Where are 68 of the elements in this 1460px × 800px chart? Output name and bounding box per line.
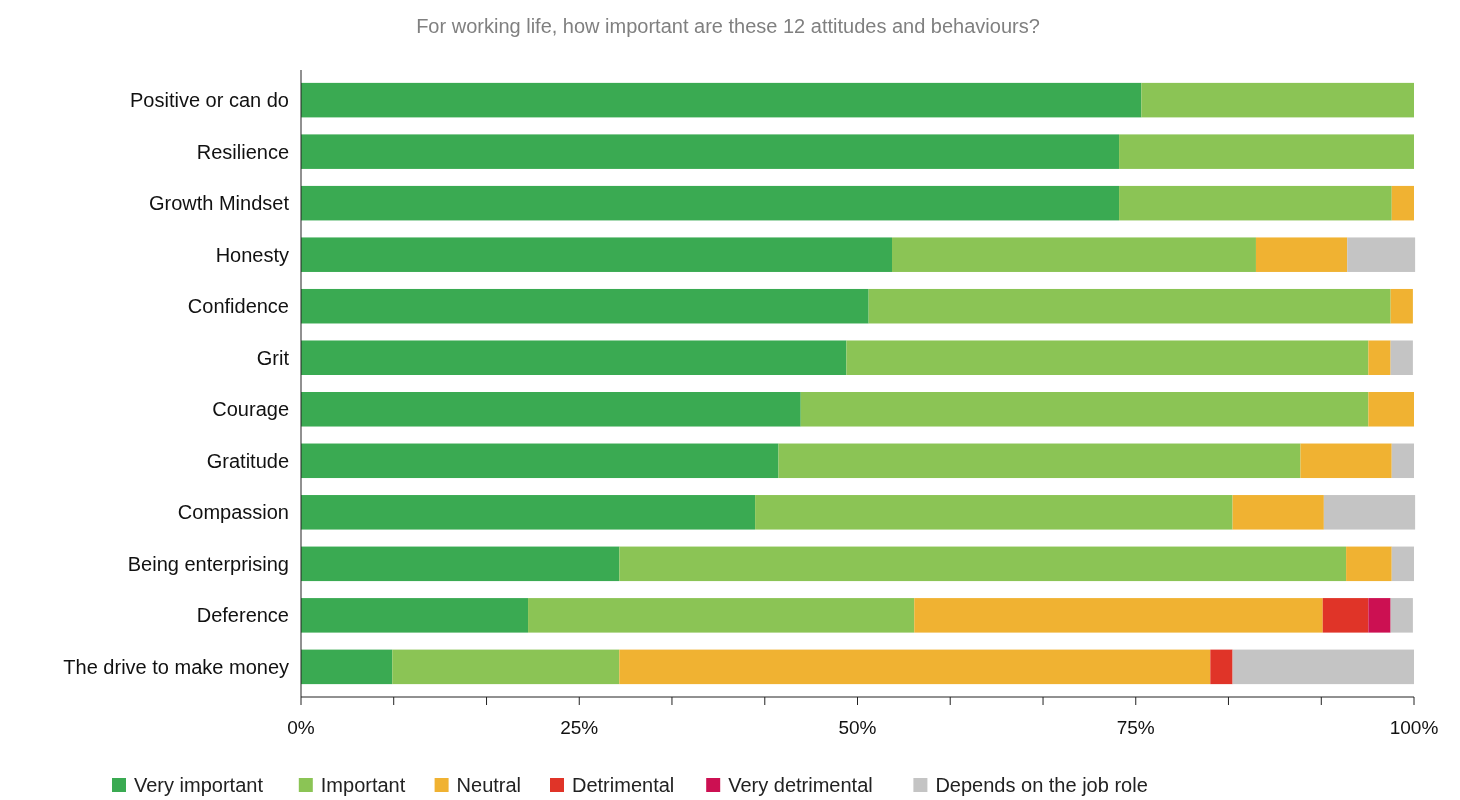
- bar: [755, 495, 1233, 530]
- bar: [1346, 546, 1392, 582]
- bar: [1210, 649, 1233, 685]
- y-tick-label: Deference: [196, 604, 289, 627]
- y-tick-label: Gratitude: [206, 449, 289, 472]
- bar: [301, 495, 756, 530]
- x-tick-label: 50%: [838, 716, 877, 738]
- bar: [1232, 649, 1414, 685]
- bar: [392, 649, 620, 685]
- bar: [800, 392, 1369, 427]
- bar: [301, 546, 620, 582]
- bar: [1391, 443, 1414, 479]
- legend-label: Depends on the job role: [935, 774, 1148, 796]
- bar: [301, 598, 529, 633]
- y-tick-label: Compassion: [177, 501, 289, 524]
- bar: [528, 598, 915, 633]
- bar: [301, 185, 1120, 221]
- bar: [301, 82, 1142, 118]
- chart-title: For working life, how important are these 12 attitudes and behaviours?: [416, 15, 1040, 37]
- x-tick-label: 75%: [1116, 716, 1155, 738]
- bar: [1322, 598, 1369, 633]
- y-tick-label: Being enterprising: [127, 552, 289, 575]
- bar: [1323, 495, 1416, 530]
- x-tick-label: 0%: [287, 716, 315, 738]
- bar: [1390, 288, 1413, 324]
- bar: [1255, 237, 1348, 272]
- bar: [301, 443, 779, 479]
- bar: [1368, 392, 1414, 427]
- y-tick-label: Grit: [256, 346, 290, 369]
- bar: [301, 392, 801, 427]
- bar: [1300, 443, 1392, 479]
- x-tick-label: 25%: [560, 716, 599, 738]
- y-tick-label: Courage: [212, 398, 289, 421]
- legend-label: Detrimental: [572, 774, 675, 796]
- bar: [301, 134, 1120, 169]
- y-tick-label: Confidence: [187, 295, 289, 318]
- legend-label: Neutral: [456, 774, 522, 796]
- bar: [1390, 340, 1413, 375]
- bar: [1232, 495, 1324, 530]
- y-tick-label: Resilience: [196, 140, 289, 163]
- y-tick-label: Honesty: [215, 243, 289, 266]
- bar: [1390, 598, 1413, 633]
- bar: [619, 649, 1211, 685]
- x-tick-label: 100%: [1389, 716, 1439, 738]
- bar: [778, 443, 1301, 479]
- bar: [892, 237, 1256, 272]
- bar: [914, 598, 1323, 633]
- y-tick-label: Growth Mindset: [148, 192, 290, 215]
- y-tick-label: Positive or can do: [130, 89, 289, 112]
- bar: [868, 288, 1391, 324]
- bar: [619, 546, 1347, 582]
- bar: [1119, 134, 1415, 169]
- legend-label: Very important: [134, 774, 264, 796]
- bar: [301, 340, 847, 375]
- bar: [846, 340, 1369, 375]
- bar: [1119, 185, 1392, 221]
- bar: [301, 649, 393, 685]
- bar: [1391, 185, 1414, 221]
- bar: [1141, 82, 1414, 118]
- legend-label: Very detrimental: [728, 774, 873, 796]
- bar: [1368, 340, 1391, 375]
- bar: [1347, 237, 1416, 272]
- bar: [1368, 598, 1391, 633]
- bar: [301, 237, 892, 272]
- legend-label: Important: [320, 774, 406, 796]
- bar: [301, 288, 869, 324]
- y-tick-label: The drive to make money: [63, 655, 289, 678]
- bar: [1391, 546, 1414, 582]
